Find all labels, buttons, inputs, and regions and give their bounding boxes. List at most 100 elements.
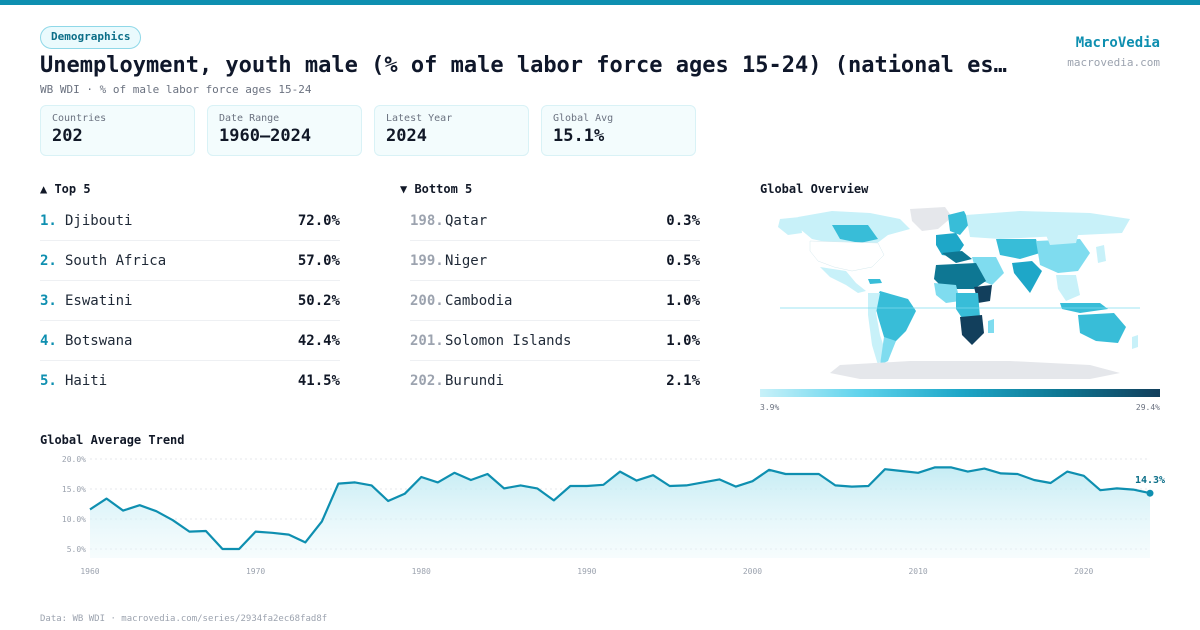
map-region-usa[interactable]: [809, 240, 885, 272]
trend-heading: Global Average Trend: [40, 433, 185, 447]
bottom5-list: 198. Qatar 0.3% 199. Niger 0.5% 200. Cambodia…: [410, 201, 700, 401]
map-region-western-europe[interactable]: [936, 233, 964, 257]
map-heading: Global Overview: [760, 182, 869, 196]
map-region-central-asia[interactable]: [996, 239, 1040, 259]
brand[interactable]: MacroVedia macrovedia.com: [1067, 35, 1160, 69]
country-name: Haiti: [65, 373, 108, 389]
map-region-southern-africa[interactable]: [960, 315, 984, 345]
y-tick-label: 20.0%: [62, 455, 86, 464]
list-item[interactable]: 5. Haiti 41.5%: [40, 361, 340, 401]
map-region-argentina[interactable]: [880, 337, 896, 365]
map-region-andes[interactable]: [868, 293, 886, 365]
rank-number: 1.: [40, 212, 57, 229]
list-item[interactable]: 201. Solomon Islands 1.0%: [410, 321, 700, 361]
country-value: 57.0%: [297, 252, 340, 269]
map-region-greenland[interactable]: [910, 207, 952, 231]
map-region-mexico[interactable]: [820, 267, 866, 293]
list-item[interactable]: 198. Qatar 0.3%: [410, 201, 700, 241]
country-name: Eswatini: [65, 292, 133, 309]
list-item[interactable]: 1. Djibouti 72.0%: [40, 201, 340, 241]
country-value: 0.3%: [666, 212, 700, 229]
stat-card-date-range: Date Range 1960–2024: [207, 105, 362, 156]
rank-number: 200.: [410, 292, 444, 309]
stat-card-latest-year: Latest Year 2024: [374, 105, 529, 156]
brand-name[interactable]: MacroVedia: [1075, 35, 1160, 51]
map-legend-gradient: [760, 389, 1160, 397]
map-region-brazil[interactable]: [874, 291, 916, 345]
map-region-caribbean[interactable]: [868, 279, 882, 284]
map-region-scandinavia[interactable]: [948, 211, 970, 235]
rank-number: 201.: [410, 332, 444, 349]
map-region-north-africa[interactable]: [934, 263, 986, 289]
map-region-horn-of-africa[interactable]: [974, 285, 992, 303]
y-tick-label: 5.0%: [67, 545, 86, 554]
x-tick-label: 2020: [1074, 567, 1093, 576]
list-item[interactable]: 2. South Africa 57.0%: [40, 241, 340, 281]
stat-value: 202: [52, 126, 83, 146]
map-region-southeast-asia[interactable]: [1056, 275, 1080, 301]
country-name: Qatar: [445, 212, 488, 229]
y-tick-label: 10.0%: [62, 515, 86, 524]
country-name: South Africa: [65, 252, 167, 269]
map-region-southern-europe[interactable]: [942, 251, 972, 263]
trend-last-point[interactable]: [1146, 489, 1154, 497]
top5-list: 1. Djibouti 72.0% 2. South Africa 57.0% 3. Es…: [40, 201, 340, 401]
map-region-central-africa[interactable]: [956, 293, 980, 321]
top5-heading: ▲ Top 5: [40, 182, 91, 196]
world-choropleth-map[interactable]: [760, 205, 1160, 385]
x-tick-label: 2000: [743, 567, 762, 576]
rank-number: 2.: [40, 252, 57, 269]
map-legend-max: 29.4%: [1135, 403, 1160, 412]
bottom5-heading: ▼ Bottom 5: [400, 182, 473, 196]
country-value: 42.4%: [297, 332, 340, 349]
brand-url[interactable]: macrovedia.com: [1067, 56, 1160, 69]
list-item[interactable]: 202. Burundi 2.1%: [410, 361, 700, 401]
page-title: Unemployment, youth male (% of male labo…: [40, 53, 1007, 78]
map-region-alaska[interactable]: [778, 217, 802, 235]
x-tick-label: 2010: [908, 567, 927, 576]
map-region-canada-east[interactable]: [832, 225, 878, 243]
x-tick-label: 1960: [80, 567, 99, 576]
list-item[interactable]: 3. Eswatini 50.2%: [40, 281, 340, 321]
country-name: Burundi: [445, 373, 505, 389]
rank-number: 4.: [40, 332, 57, 349]
page-subtitle: WB WDI · % of male labor force ages 15-2…: [40, 83, 312, 96]
map-region-china[interactable]: [1036, 239, 1090, 273]
category-badge[interactable]: Demographics: [40, 26, 142, 49]
stat-value: 15.1%: [553, 126, 605, 146]
rank-number: 199.: [410, 252, 444, 269]
map-region-antarctica[interactable]: [830, 361, 1120, 379]
list-item[interactable]: 4. Botswana 42.4%: [40, 321, 340, 361]
country-value: 1.0%: [666, 332, 700, 349]
stat-label: Countries: [52, 113, 107, 124]
map-region-japan[interactable]: [1096, 245, 1106, 263]
country-name: Cambodia: [445, 292, 513, 309]
map-region-russia[interactable]: [966, 211, 1130, 239]
stat-value: 2024: [386, 126, 427, 146]
map-region-india[interactable]: [1012, 261, 1042, 293]
rank-number: 3.: [40, 292, 57, 309]
stat-card-countries: Countries 202: [40, 105, 195, 156]
list-item[interactable]: 200. Cambodia 1.0%: [410, 281, 700, 321]
map-region-australia[interactable]: [1078, 313, 1126, 343]
global-average-trend-chart[interactable]: 5.0% 10.0% 15.0% 20.0% 1960 1970 1980 1990 2000 2…: [40, 450, 1180, 580]
map-region-west-africa[interactable]: [934, 283, 960, 303]
country-value: 41.5%: [297, 373, 340, 389]
country-name: Botswana: [65, 332, 133, 349]
x-tick-label: 1990: [577, 567, 596, 576]
country-value: 50.2%: [297, 292, 340, 309]
list-item[interactable]: 199. Niger 0.5%: [410, 241, 700, 281]
map-region-new-zealand[interactable]: [1132, 335, 1138, 349]
rank-number: 202.: [410, 373, 444, 389]
footer-source: Data: WB WDI · macrovedia.com/series/293…: [40, 614, 328, 624]
country-value: 1.0%: [666, 292, 700, 309]
stat-label: Date Range: [219, 113, 280, 124]
x-tick-label: 1980: [412, 567, 431, 576]
map-legend-min: 3.9%: [760, 403, 780, 412]
map-region-madagascar[interactable]: [988, 319, 994, 333]
stat-cards: Countries 202 Date Range 1960–2024 Lates…: [40, 105, 696, 156]
country-name: Niger: [445, 252, 488, 269]
country-value: 0.5%: [666, 252, 700, 269]
rank-number: 5.: [40, 373, 57, 389]
map-region-mongolia[interactable]: [1046, 235, 1078, 245]
